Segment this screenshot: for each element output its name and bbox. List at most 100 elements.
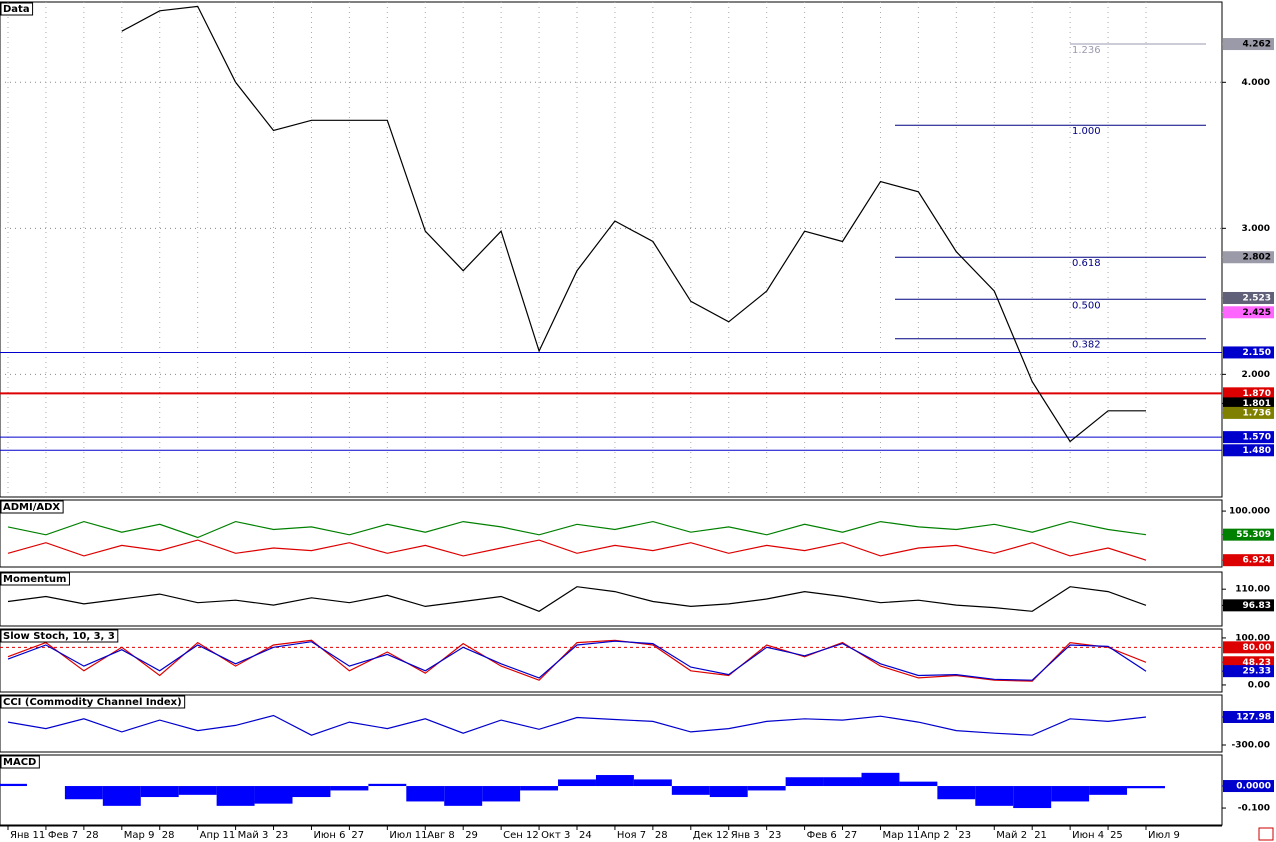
panel	[0, 2, 1222, 497]
price-box	[1223, 780, 1274, 793]
price-box	[1223, 599, 1274, 612]
panel-title: Slow Stoch, 10, 3, 3	[3, 631, 115, 642]
x-tick-label: 27	[845, 830, 858, 841]
price-box	[1223, 306, 1274, 319]
y-tick-label: 110.00	[1235, 585, 1270, 595]
x-tick-label: Сен 12	[503, 830, 539, 841]
x-tick-label: 21	[1034, 830, 1047, 841]
panel-title: MACD	[3, 757, 36, 768]
x-tick-label: Мар 11	[882, 830, 919, 841]
price-box-label: 55.309	[1236, 530, 1271, 540]
x-tick-label: 28	[655, 830, 668, 841]
bar	[595, 775, 634, 787]
price-box	[1223, 38, 1274, 51]
bar	[368, 783, 407, 787]
bar	[899, 781, 938, 787]
data-line	[7, 640, 1147, 681]
scroll-icon[interactable]	[1258, 827, 1274, 841]
panel-title-bg	[0, 629, 119, 643]
price-box	[1223, 406, 1274, 419]
price-box-label: 1.870	[1243, 389, 1271, 399]
price-box-label: 1.801	[1243, 399, 1271, 409]
x-tick-label: Янв 11	[10, 830, 45, 841]
bar	[558, 779, 596, 787]
bar	[937, 786, 976, 800]
y-tick-label: 2.000	[1242, 370, 1270, 380]
panel-title-bg	[0, 755, 40, 769]
data-line	[7, 539, 1147, 561]
bar	[292, 786, 331, 798]
x-tick-label: Май 3	[238, 830, 269, 841]
price-box	[1223, 251, 1274, 264]
x-tick-label: 29	[465, 830, 478, 841]
y-tick-label: 3.000	[1242, 224, 1270, 234]
x-tick-label: Янв 3	[731, 830, 760, 841]
bar	[64, 786, 103, 800]
x-tick-label: 23	[958, 830, 971, 841]
x-tick-label: Дек 12	[693, 830, 729, 841]
x-tick-label: 25	[1110, 830, 1123, 841]
x-tick-label: Фев 7	[48, 830, 78, 841]
price-box	[1223, 641, 1274, 654]
x-tick-label: Окт 3	[541, 830, 570, 841]
price-box	[1223, 431, 1274, 444]
bar	[444, 786, 483, 806]
bar	[520, 786, 559, 791]
bar	[1089, 786, 1128, 795]
price-box-label: 0.0000	[1236, 782, 1271, 792]
panel	[0, 772, 1165, 809]
x-tick-label: Авг 8	[427, 830, 455, 841]
panel	[7, 520, 1147, 561]
bar	[747, 786, 786, 791]
price-box-label: 2.425	[1243, 308, 1271, 318]
price-box-label: 1.480	[1243, 446, 1271, 456]
bar	[254, 786, 293, 804]
x-tick-label: Ноя 7	[617, 830, 646, 841]
x-tick-label: Апр 11	[200, 830, 236, 841]
panel-title: ADMI/ADX	[3, 502, 60, 513]
data-line	[7, 714, 1147, 736]
panel	[7, 586, 1147, 612]
price-box-label: 48.23	[1243, 658, 1271, 668]
y-tick-label: 0.00	[1248, 680, 1270, 690]
x-tick-label: Фев 6	[807, 830, 837, 841]
bar	[216, 786, 255, 806]
price-box	[1223, 397, 1274, 410]
price-box-label: 2.523	[1243, 293, 1271, 303]
y-tick-label: 4.000	[1242, 78, 1270, 88]
price-box	[1223, 710, 1274, 723]
price-box	[1223, 346, 1274, 359]
panel-title-bg	[0, 572, 70, 586]
price-box	[1223, 665, 1274, 678]
panel-title-bg	[0, 695, 186, 709]
panel	[0, 639, 1222, 682]
price-box-label: 80.00	[1243, 643, 1271, 653]
fib-label: 0.618	[1072, 258, 1101, 269]
x-tick-label: 28	[86, 830, 99, 841]
price-box-label: 2.150	[1243, 348, 1271, 358]
price-box-label: 4.262	[1243, 40, 1271, 50]
bar	[406, 786, 445, 802]
x-tick-label: Июн 4	[1072, 830, 1104, 841]
panel-title: CCI (Commodity Channel Index)	[3, 697, 182, 708]
bar	[1127, 786, 1165, 789]
y-tick-label: 100.000	[1229, 507, 1270, 517]
bar	[633, 779, 672, 787]
bar	[861, 772, 900, 787]
x-tick-label: Май 2	[996, 830, 1027, 841]
fib-label: 1.236	[1072, 45, 1101, 56]
x-tick-label: Июл 9	[1148, 830, 1180, 841]
bar	[1013, 786, 1052, 809]
price-box-label: 96.83	[1243, 601, 1271, 611]
price-box	[1223, 528, 1274, 541]
price-box-label: 1.736	[1243, 408, 1271, 418]
data-line	[7, 639, 1147, 682]
price-box-label: 6.924	[1243, 556, 1271, 566]
bar	[1051, 786, 1090, 802]
price-box	[1223, 554, 1274, 567]
panel	[7, 714, 1147, 736]
price-box	[1223, 387, 1274, 400]
x-tick-label: Июн 6	[313, 830, 345, 841]
